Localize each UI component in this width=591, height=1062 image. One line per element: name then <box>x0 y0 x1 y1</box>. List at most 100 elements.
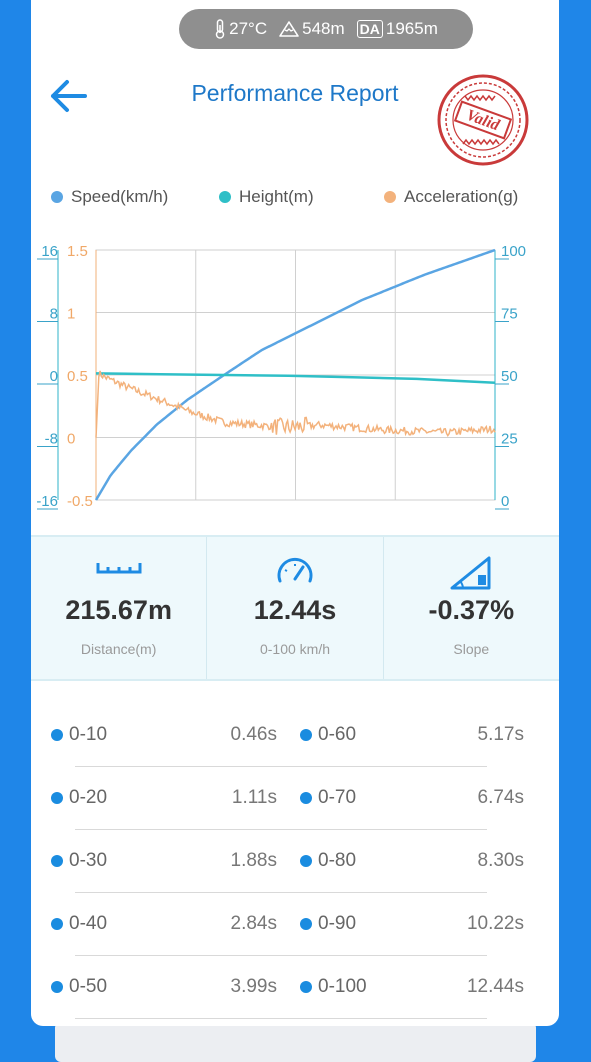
split-range-right: 0-100 <box>300 955 367 1018</box>
split-range-left: 0-20 <box>51 766 107 829</box>
split-dot <box>300 728 312 741</box>
split-range-text: 0-100 <box>318 975 367 997</box>
height-tick-label: 16 <box>41 243 58 260</box>
temperature-readout: 27°C <box>214 19 267 39</box>
split-dot <box>300 917 312 930</box>
acceleration-time-value: 12.44s <box>253 595 337 625</box>
split-time-left: 2.84s <box>230 912 277 934</box>
legend-height-label: Height(m) <box>239 187 314 206</box>
acceleration-tick-label: 0.5 <box>67 368 88 385</box>
legend-speed-dot <box>51 191 63 203</box>
legend-height[interactable]: Height(m) <box>219 187 314 207</box>
split-range-left: 0-30 <box>51 829 107 892</box>
speed-tick-label: 75 <box>501 306 518 323</box>
split-range-text: 0-20 <box>69 786 108 808</box>
speed-tick-label: 50 <box>501 368 518 385</box>
split-divider <box>75 892 487 893</box>
back-button[interactable] <box>47 76 91 116</box>
acceleration-tick-label: 1.5 <box>67 243 88 260</box>
split-dot <box>51 791 63 804</box>
density-altitude-readout: DA 1965m <box>356 19 438 39</box>
split-range-text: 0-40 <box>69 912 108 934</box>
stats-panel: 215.67m Distance(m) 12.44s 0-100 km/h -0… <box>31 535 559 681</box>
speed-series-line <box>94 248 496 501</box>
split-range-text: 0-70 <box>318 786 357 808</box>
split-dot <box>300 854 312 867</box>
split-range-left: 0-40 <box>51 892 107 955</box>
split-range-text: 0-50 <box>69 975 108 997</box>
split-time-right: 6.74s <box>477 786 524 808</box>
legend-speed-label: Speed(km/h) <box>71 187 169 206</box>
split-range-text: 0-30 <box>69 849 108 871</box>
height-series-line <box>95 372 496 385</box>
mountain-icon <box>279 21 299 37</box>
split-dot <box>300 791 312 804</box>
split-range-right: 0-70 <box>300 766 356 829</box>
acceleration-tick-label: 0 <box>67 431 75 448</box>
split-range-right: 0-80 <box>300 829 356 892</box>
split-divider <box>75 766 487 767</box>
split-time-right: 5.17s <box>477 723 524 745</box>
slope-icon <box>450 556 491 590</box>
split-row: 0-50 3.99s 0-100 12.44s <box>31 955 559 1019</box>
speed-tick-label: 100 <box>501 243 526 260</box>
arrow-left-icon <box>51 80 87 112</box>
acceleration-time-label: 0-100 km/h <box>259 641 331 657</box>
split-range-text: 0-10 <box>69 723 108 745</box>
speed-tick-label: 25 <box>501 431 518 448</box>
report-card: 27°C 548m DA 1965m Performance Report Va… <box>31 0 559 1026</box>
split-time-right: 8.30s <box>477 849 524 871</box>
split-range-left: 0-10 <box>51 703 107 766</box>
speed-tick-label: 0 <box>501 493 509 510</box>
da-badge: DA <box>356 20 383 38</box>
legend-acceleration-label: Acceleration(g) <box>404 187 519 206</box>
height-tick-label: -8 <box>45 431 58 448</box>
slope-value: -0.37% <box>428 595 515 625</box>
split-row: 0-10 0.46s 0-60 5.17s <box>31 703 559 767</box>
stat-slope: -0.37% Slope <box>382 537 559 679</box>
ruler-icon <box>96 563 142 574</box>
split-time-left: 3.99s <box>230 975 277 997</box>
legend-acceleration-dot <box>384 191 396 203</box>
acceleration-tick-label: -0.5 <box>67 493 93 510</box>
altitude-readout: 548m <box>279 19 345 39</box>
stat-acceleration-time: 12.44s 0-100 km/h <box>206 537 382 679</box>
performance-chart[interactable]: 16 8 0 -8 -16 1.5 1 0.5 0 -0.5 100 75 50 25 0 <box>31 225 559 515</box>
split-row: 0-20 1.11s 0-70 6.74s <box>31 766 559 830</box>
speedometer-icon <box>277 558 313 583</box>
valid-stamp: Valid <box>437 74 529 166</box>
density-altitude-value: 1965m <box>385 19 438 38</box>
legend-acceleration[interactable]: Acceleration(g) <box>384 187 518 207</box>
split-row: 0-40 2.84s 0-90 10.22s <box>31 892 559 956</box>
split-divider <box>75 1018 487 1019</box>
height-tick-label: -16 <box>36 493 58 510</box>
thermometer-icon <box>215 19 225 39</box>
legend-height-dot <box>219 191 231 203</box>
split-dot <box>51 980 63 993</box>
bottom-sheet-edge <box>55 1022 536 1062</box>
height-tick-label: 0 <box>50 368 58 385</box>
split-dot <box>51 917 63 930</box>
split-time-left: 0.46s <box>230 723 277 745</box>
split-dot <box>300 980 312 993</box>
split-range-left: 0-50 <box>51 955 107 1018</box>
height-tick-label: 8 <box>50 306 58 323</box>
split-range-right: 0-60 <box>300 703 356 766</box>
acceleration-series-line <box>95 370 496 438</box>
split-time-left: 1.88s <box>230 849 277 871</box>
stat-distance: 215.67m Distance(m) <box>31 537 206 679</box>
split-time-right: 12.44s <box>466 975 524 997</box>
split-range-right: 0-90 <box>300 892 356 955</box>
split-time-left: 1.11s <box>231 786 277 808</box>
legend-speed[interactable]: Speed(km/h) <box>51 187 168 207</box>
split-row: 0-30 1.88s 0-80 8.30s <box>31 829 559 893</box>
distance-label: Distance(m) <box>80 641 157 657</box>
split-dot <box>51 728 63 741</box>
altitude-value: 548m <box>302 19 345 38</box>
split-divider <box>75 955 487 956</box>
split-divider <box>75 829 487 830</box>
chart-legend: Speed(km/h) Height(m) Acceleration(g) <box>31 187 559 213</box>
page-title: Performance Report <box>191 80 399 106</box>
split-range-text: 0-60 <box>318 723 357 745</box>
split-range-text: 0-80 <box>318 849 357 871</box>
